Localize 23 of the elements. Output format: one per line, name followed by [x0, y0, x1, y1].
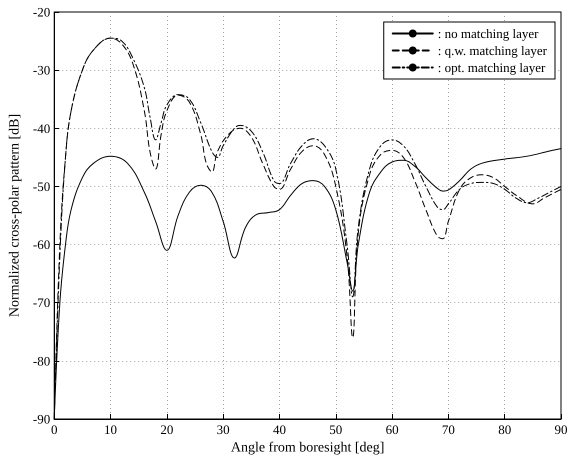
x-tick-label: 10	[104, 422, 118, 437]
x-tick-label: 70	[442, 422, 455, 437]
legend-label: : no matching layer	[438, 26, 540, 41]
y-tick-label: -40	[32, 120, 50, 136]
x-axis-title: Angle from boresight [deg]	[230, 440, 384, 456]
x-tick-label: 60	[386, 422, 399, 437]
y-tick-label: -60	[32, 237, 50, 252]
y-tick-label: -30	[32, 62, 50, 78]
x-tick-label: 80	[498, 422, 512, 437]
x-tick-label: 30	[216, 422, 230, 437]
y-axis-title: Normalized cross-polar pattern [dB]	[8, 114, 22, 318]
y-tick-label: -50	[32, 178, 50, 194]
x-tick-label: 0	[50, 422, 58, 437]
x-tick-label: 20	[160, 422, 174, 437]
legend-label: : opt. matching layer	[438, 60, 546, 75]
x-tick-label: 90	[554, 422, 568, 437]
y-tick-label: -90	[32, 412, 50, 426]
y-tick-label: -80	[32, 353, 50, 368]
x-tick-label: 50	[329, 422, 342, 437]
x-tick-label: 40	[272, 422, 286, 437]
y-tick-label: -70	[32, 295, 50, 310]
y-tick-label: -20	[32, 4, 50, 20]
legend-label: : q.w. matching layer	[438, 43, 548, 58]
